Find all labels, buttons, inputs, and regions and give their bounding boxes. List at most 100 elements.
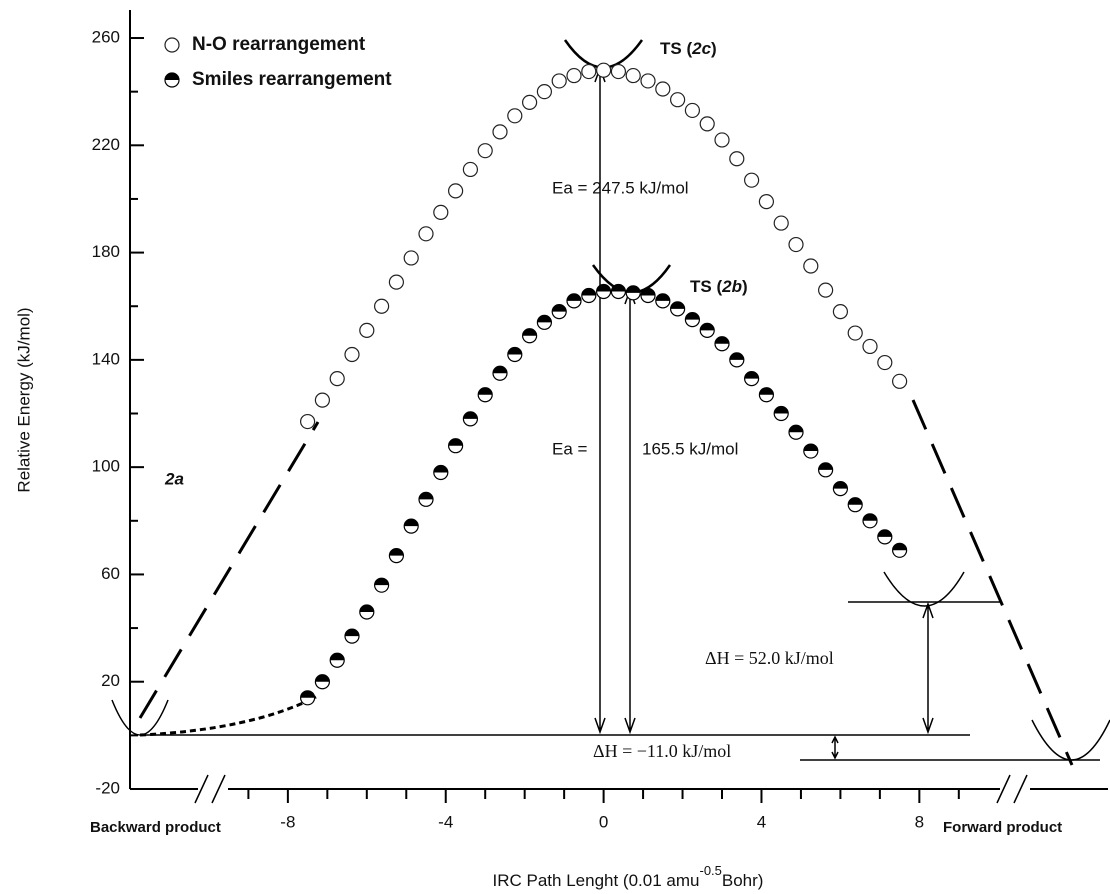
data-point [581,63,597,80]
data-point [892,542,908,558]
marker-outline [832,303,849,320]
marker-outline [359,322,375,338]
data-point [684,102,701,119]
data-point [433,204,449,220]
data-point [418,491,434,507]
data-point [729,352,745,368]
marker-outline [566,67,582,84]
end-label: Backward product [90,819,221,836]
data-point [877,529,893,545]
marker-fill [374,578,389,586]
marker-outline [300,413,316,430]
marker-outline [877,354,893,371]
marker-fill [522,328,537,336]
data-point [788,424,804,440]
data-point [507,108,523,124]
marker-fill [507,347,522,355]
dh-label: ΔH = −11.0 kJ/mol [593,741,731,761]
marker-fill [833,481,848,489]
data-point [640,73,656,89]
marker-outline [314,392,331,408]
x-tick-label: 4 [757,812,766,831]
marker-fill [596,284,611,292]
data-point [832,303,849,320]
marker-outline [714,132,730,148]
marker-fill [863,513,878,521]
marker-outline [448,183,464,199]
marker-fill [315,674,330,682]
end-label: Forward product [943,819,1062,836]
marker-outline [477,143,493,159]
marker-fill [345,629,360,637]
data-point [847,325,863,341]
ts-label: TS (2c) [660,39,717,58]
marker-fill [774,406,789,414]
data-point [596,62,612,78]
marker-fill [803,444,818,452]
data-point [403,250,419,266]
data-point [610,63,627,80]
data-point [448,438,464,454]
y-tick-label: 20 [101,671,120,690]
data-point [818,282,834,298]
data-point [655,293,671,309]
data-point [536,314,553,330]
marker-fill [165,73,179,80]
marker-outline [433,204,449,220]
data-point [388,548,405,564]
marker-outline [551,73,567,89]
data-point [300,413,316,430]
x-tick-label: 8 [915,812,924,831]
legend-label: Smiles rearrangement [192,69,392,90]
marker-outline [388,274,405,290]
dotted-path [139,695,317,737]
data-point [699,322,715,338]
data-point [359,604,375,620]
marker-fill [670,301,685,309]
data-point [300,690,316,706]
data-point [773,405,789,422]
data-point [744,172,760,188]
data-point [758,387,775,403]
data-point [551,73,567,89]
y-tick-label: 260 [92,28,120,47]
marker-outline [610,63,627,80]
marker-fill [389,548,404,556]
data-point [699,116,715,132]
marker-outline [655,81,671,97]
marker-fill [700,323,715,331]
data-point [359,322,375,338]
y-axis-title: Relative Energy (kJ/mol) [14,307,33,492]
marker-fill [685,312,700,320]
data-point [462,411,479,427]
marker-fill [300,690,315,698]
marker-outline [862,338,878,355]
marker-outline [640,73,656,89]
marker-fill [419,492,434,500]
dh-label: ΔH = 52.0 kJ/mol [705,648,834,668]
data-point [625,285,641,301]
data-point [655,81,671,97]
data-point [862,338,878,355]
marker-outline [729,151,745,167]
data-point [788,236,804,253]
axis-break [194,774,1028,804]
marker-fill [463,411,478,419]
marker-outline [744,172,760,188]
x-axis-title-sup: -0.5 [699,863,721,878]
data-point [492,365,508,381]
y-tick-label: -20 [95,778,120,797]
marker-outline [492,124,508,140]
data-point [729,151,745,167]
ea-label: 165.5 kJ/mol [642,439,738,458]
data-point [448,183,464,199]
marker-fill [611,284,626,292]
marker-fill [433,465,448,473]
data-point [433,464,449,481]
marker-fill [744,371,759,379]
data-point [329,652,345,668]
marker-outline [892,373,908,389]
x-tick-label: 0 [599,812,608,831]
x-tick-label: -8 [280,812,295,831]
marker-fill [655,293,670,301]
